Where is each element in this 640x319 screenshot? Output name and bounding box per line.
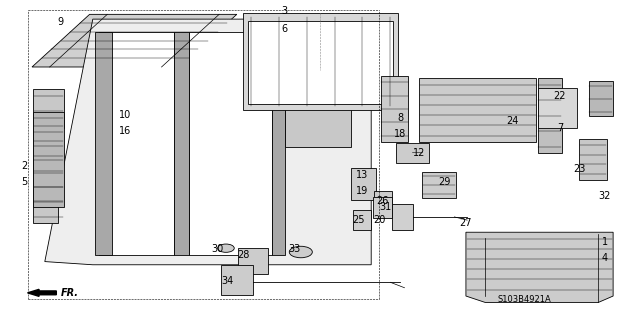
Text: 30: 30	[211, 244, 224, 254]
Polygon shape	[396, 143, 429, 163]
Text: 28: 28	[237, 250, 250, 260]
Circle shape	[289, 246, 312, 258]
Text: 6: 6	[282, 24, 288, 34]
Polygon shape	[33, 89, 64, 223]
Polygon shape	[392, 204, 413, 230]
Polygon shape	[221, 265, 253, 295]
Text: 27: 27	[460, 218, 472, 228]
Text: 19: 19	[355, 186, 368, 197]
Text: 22: 22	[554, 91, 566, 101]
Text: 7: 7	[557, 122, 563, 133]
Polygon shape	[32, 14, 237, 67]
Text: 18: 18	[394, 129, 406, 139]
Text: 25: 25	[352, 215, 365, 225]
Text: 13: 13	[355, 170, 368, 181]
Text: 12: 12	[413, 148, 426, 158]
Polygon shape	[381, 76, 408, 142]
Polygon shape	[419, 78, 536, 142]
Text: 24: 24	[506, 116, 518, 126]
Text: 23: 23	[573, 164, 586, 174]
Text: 32: 32	[598, 191, 611, 201]
Text: 4: 4	[602, 253, 608, 263]
Text: 26: 26	[376, 196, 389, 206]
Polygon shape	[466, 232, 613, 302]
Polygon shape	[538, 78, 562, 153]
Text: S103B4921A: S103B4921A	[498, 295, 552, 304]
Polygon shape	[579, 139, 607, 180]
Polygon shape	[189, 32, 272, 255]
Polygon shape	[33, 112, 64, 207]
Polygon shape	[45, 19, 371, 265]
Polygon shape	[99, 32, 174, 255]
Text: 29: 29	[438, 177, 451, 187]
Polygon shape	[374, 191, 392, 213]
Text: FR.: FR.	[61, 288, 79, 298]
Text: 3: 3	[282, 6, 288, 16]
Polygon shape	[243, 13, 398, 110]
Text: 2: 2	[21, 161, 28, 171]
Text: 31: 31	[379, 202, 392, 212]
Polygon shape	[351, 168, 376, 200]
Text: 10: 10	[118, 110, 131, 120]
Text: 20: 20	[373, 215, 386, 225]
Polygon shape	[538, 88, 577, 128]
Text: 33: 33	[288, 244, 301, 254]
Text: 9: 9	[58, 17, 64, 27]
Circle shape	[218, 244, 234, 252]
Text: 5: 5	[21, 177, 28, 187]
Polygon shape	[95, 32, 112, 255]
Polygon shape	[272, 32, 285, 255]
Text: 34: 34	[221, 276, 234, 286]
Polygon shape	[422, 172, 456, 198]
Polygon shape	[248, 21, 393, 104]
Polygon shape	[353, 210, 371, 230]
Polygon shape	[373, 197, 392, 218]
FancyArrow shape	[28, 289, 56, 296]
Polygon shape	[285, 38, 351, 147]
Polygon shape	[174, 32, 189, 255]
Text: 8: 8	[397, 113, 403, 123]
Polygon shape	[238, 248, 268, 274]
Text: 1: 1	[602, 237, 608, 248]
Text: 16: 16	[118, 126, 131, 136]
Polygon shape	[589, 81, 613, 116]
